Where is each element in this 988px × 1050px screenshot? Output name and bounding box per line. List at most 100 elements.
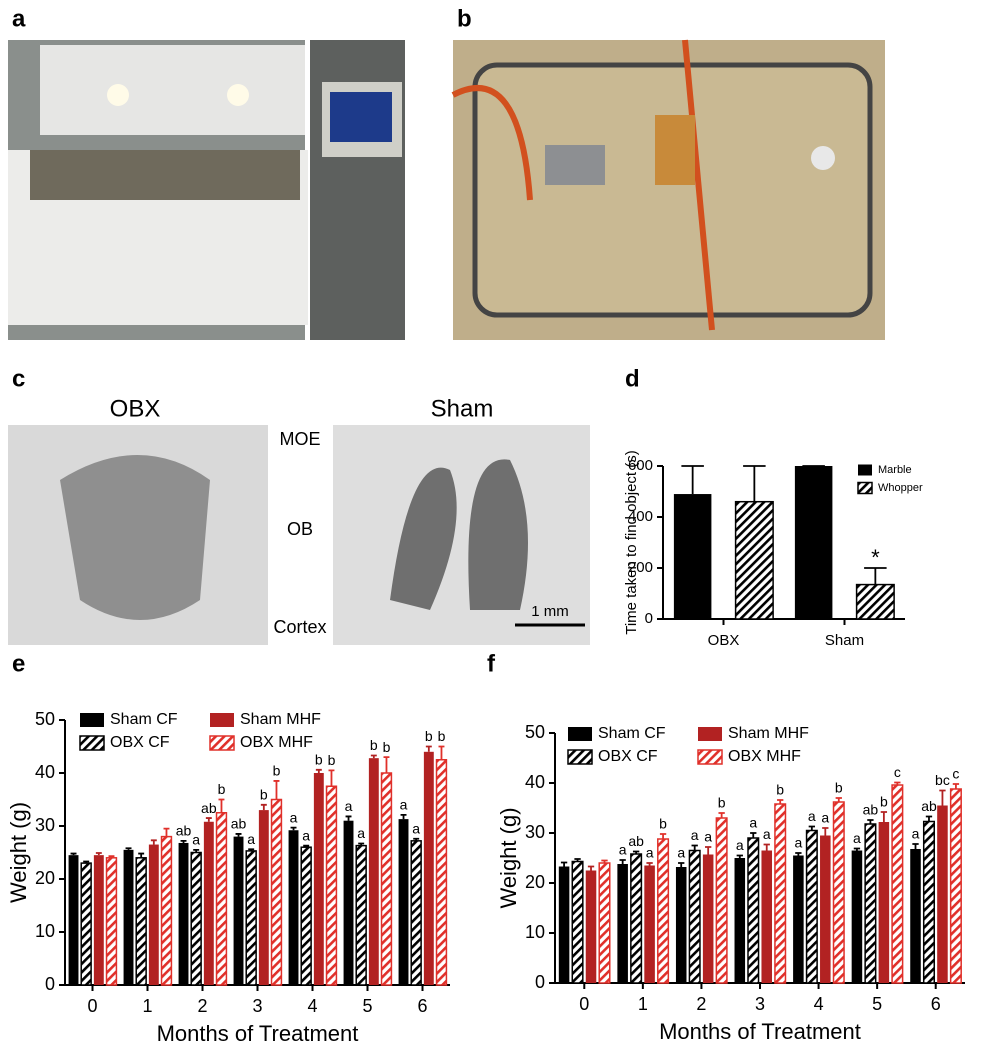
error-bar xyxy=(138,852,145,858)
x-tick-label: 4 xyxy=(307,996,317,1016)
bar xyxy=(215,812,228,986)
x-tick-label: 6 xyxy=(931,994,941,1014)
y-tick-label: 600 xyxy=(628,457,653,474)
error-bar xyxy=(939,789,946,806)
bar xyxy=(313,773,324,985)
x-tick-label: 6 xyxy=(417,996,427,1016)
legend-label: Marble xyxy=(878,464,912,476)
significance-letter: a xyxy=(400,797,408,813)
bar xyxy=(793,855,804,983)
significance-letter: b xyxy=(659,816,667,832)
error-bar xyxy=(691,844,698,851)
significance-letter: a xyxy=(704,829,712,845)
significance-letter: b xyxy=(273,763,281,779)
error-bar xyxy=(822,827,829,836)
significance-letter: ab xyxy=(863,802,879,818)
significance-letter: b xyxy=(835,780,843,796)
error-bar xyxy=(345,815,352,821)
significance-letter: a xyxy=(345,798,353,814)
bar xyxy=(68,855,79,985)
error-bar xyxy=(750,832,757,838)
significance-letter: c xyxy=(894,764,901,780)
y-tick-label: 20 xyxy=(35,868,55,888)
bar xyxy=(585,870,597,983)
error-bar xyxy=(659,833,667,839)
x-tick-label: 1 xyxy=(142,996,152,1016)
error-bar xyxy=(718,812,725,818)
y-tick-label: 10 xyxy=(525,922,545,942)
error-bar xyxy=(681,465,704,495)
x-tick-label: 2 xyxy=(197,996,207,1016)
significance-letter: b xyxy=(383,739,391,755)
significance-letter: bc xyxy=(935,772,950,788)
legend-swatch xyxy=(79,735,105,751)
bar xyxy=(160,835,173,986)
bar xyxy=(288,830,299,985)
panel-letter: a xyxy=(12,5,26,32)
error-bar xyxy=(587,865,595,871)
bar xyxy=(203,821,214,985)
significance-letter: c xyxy=(952,766,959,782)
error-bar xyxy=(646,862,653,866)
significance-letter: a xyxy=(853,830,861,846)
error-bar xyxy=(560,861,568,867)
legend-label: OBX CF xyxy=(598,748,658,765)
bar xyxy=(435,759,448,986)
significance-letter: a xyxy=(247,831,255,847)
error-bar xyxy=(205,817,212,822)
bar xyxy=(270,798,283,986)
histology-label: Sham xyxy=(431,395,494,422)
y-tick-label: 20 xyxy=(525,872,545,892)
legend-swatch xyxy=(568,727,592,741)
error-bar xyxy=(601,859,608,863)
error-bar xyxy=(835,797,842,802)
legend-label: Sham MHF xyxy=(728,725,809,742)
error-bar xyxy=(632,850,640,854)
panel-letter: c xyxy=(12,365,25,392)
bar xyxy=(891,784,904,984)
y-tick-label: 30 xyxy=(35,815,55,835)
y-tick-label: 30 xyxy=(525,822,545,842)
significance-letter: ab xyxy=(921,798,937,814)
error-bar xyxy=(425,745,432,752)
bar xyxy=(558,866,570,983)
significance-letter: ab xyxy=(176,823,192,839)
legend-swatch xyxy=(697,749,723,765)
legend-label: Sham MHF xyxy=(240,711,321,728)
legend-label: OBX CF xyxy=(110,734,170,751)
panel-letter: d xyxy=(625,365,640,392)
bar xyxy=(630,853,643,984)
significance-letter: a xyxy=(619,842,627,858)
region-label: Cortex xyxy=(273,617,326,637)
legend-swatch xyxy=(80,713,104,727)
bar xyxy=(864,823,877,984)
bar xyxy=(398,819,409,985)
photo-a xyxy=(8,40,405,340)
error-bar xyxy=(619,859,626,864)
significance-letter: a xyxy=(736,837,744,853)
bar xyxy=(258,810,269,985)
error-bar xyxy=(108,855,115,858)
significance-letter: b xyxy=(718,795,726,811)
legend-swatch xyxy=(209,735,235,751)
y-axis-label: Time taken to find object (s) xyxy=(623,450,640,635)
bar xyxy=(657,838,670,984)
y-axis-label: Weight (g) xyxy=(496,807,521,908)
error-bar xyxy=(150,839,157,845)
significance-letter: b xyxy=(370,737,378,753)
error-bar xyxy=(328,769,335,787)
bar xyxy=(794,466,833,619)
bar xyxy=(233,836,244,985)
error-bar xyxy=(912,843,919,849)
significance-letter: a xyxy=(749,815,757,831)
y-tick-label: 50 xyxy=(35,709,55,729)
y-tick-label: 0 xyxy=(45,974,55,994)
significance-letter: a xyxy=(302,827,310,843)
significance-letter: a xyxy=(912,826,920,842)
bar xyxy=(734,858,746,983)
bar xyxy=(93,855,104,985)
significance-letter: b xyxy=(880,794,888,810)
x-tick-label: 0 xyxy=(579,994,589,1014)
bar xyxy=(105,857,118,986)
x-tick-label: 3 xyxy=(755,994,765,1014)
